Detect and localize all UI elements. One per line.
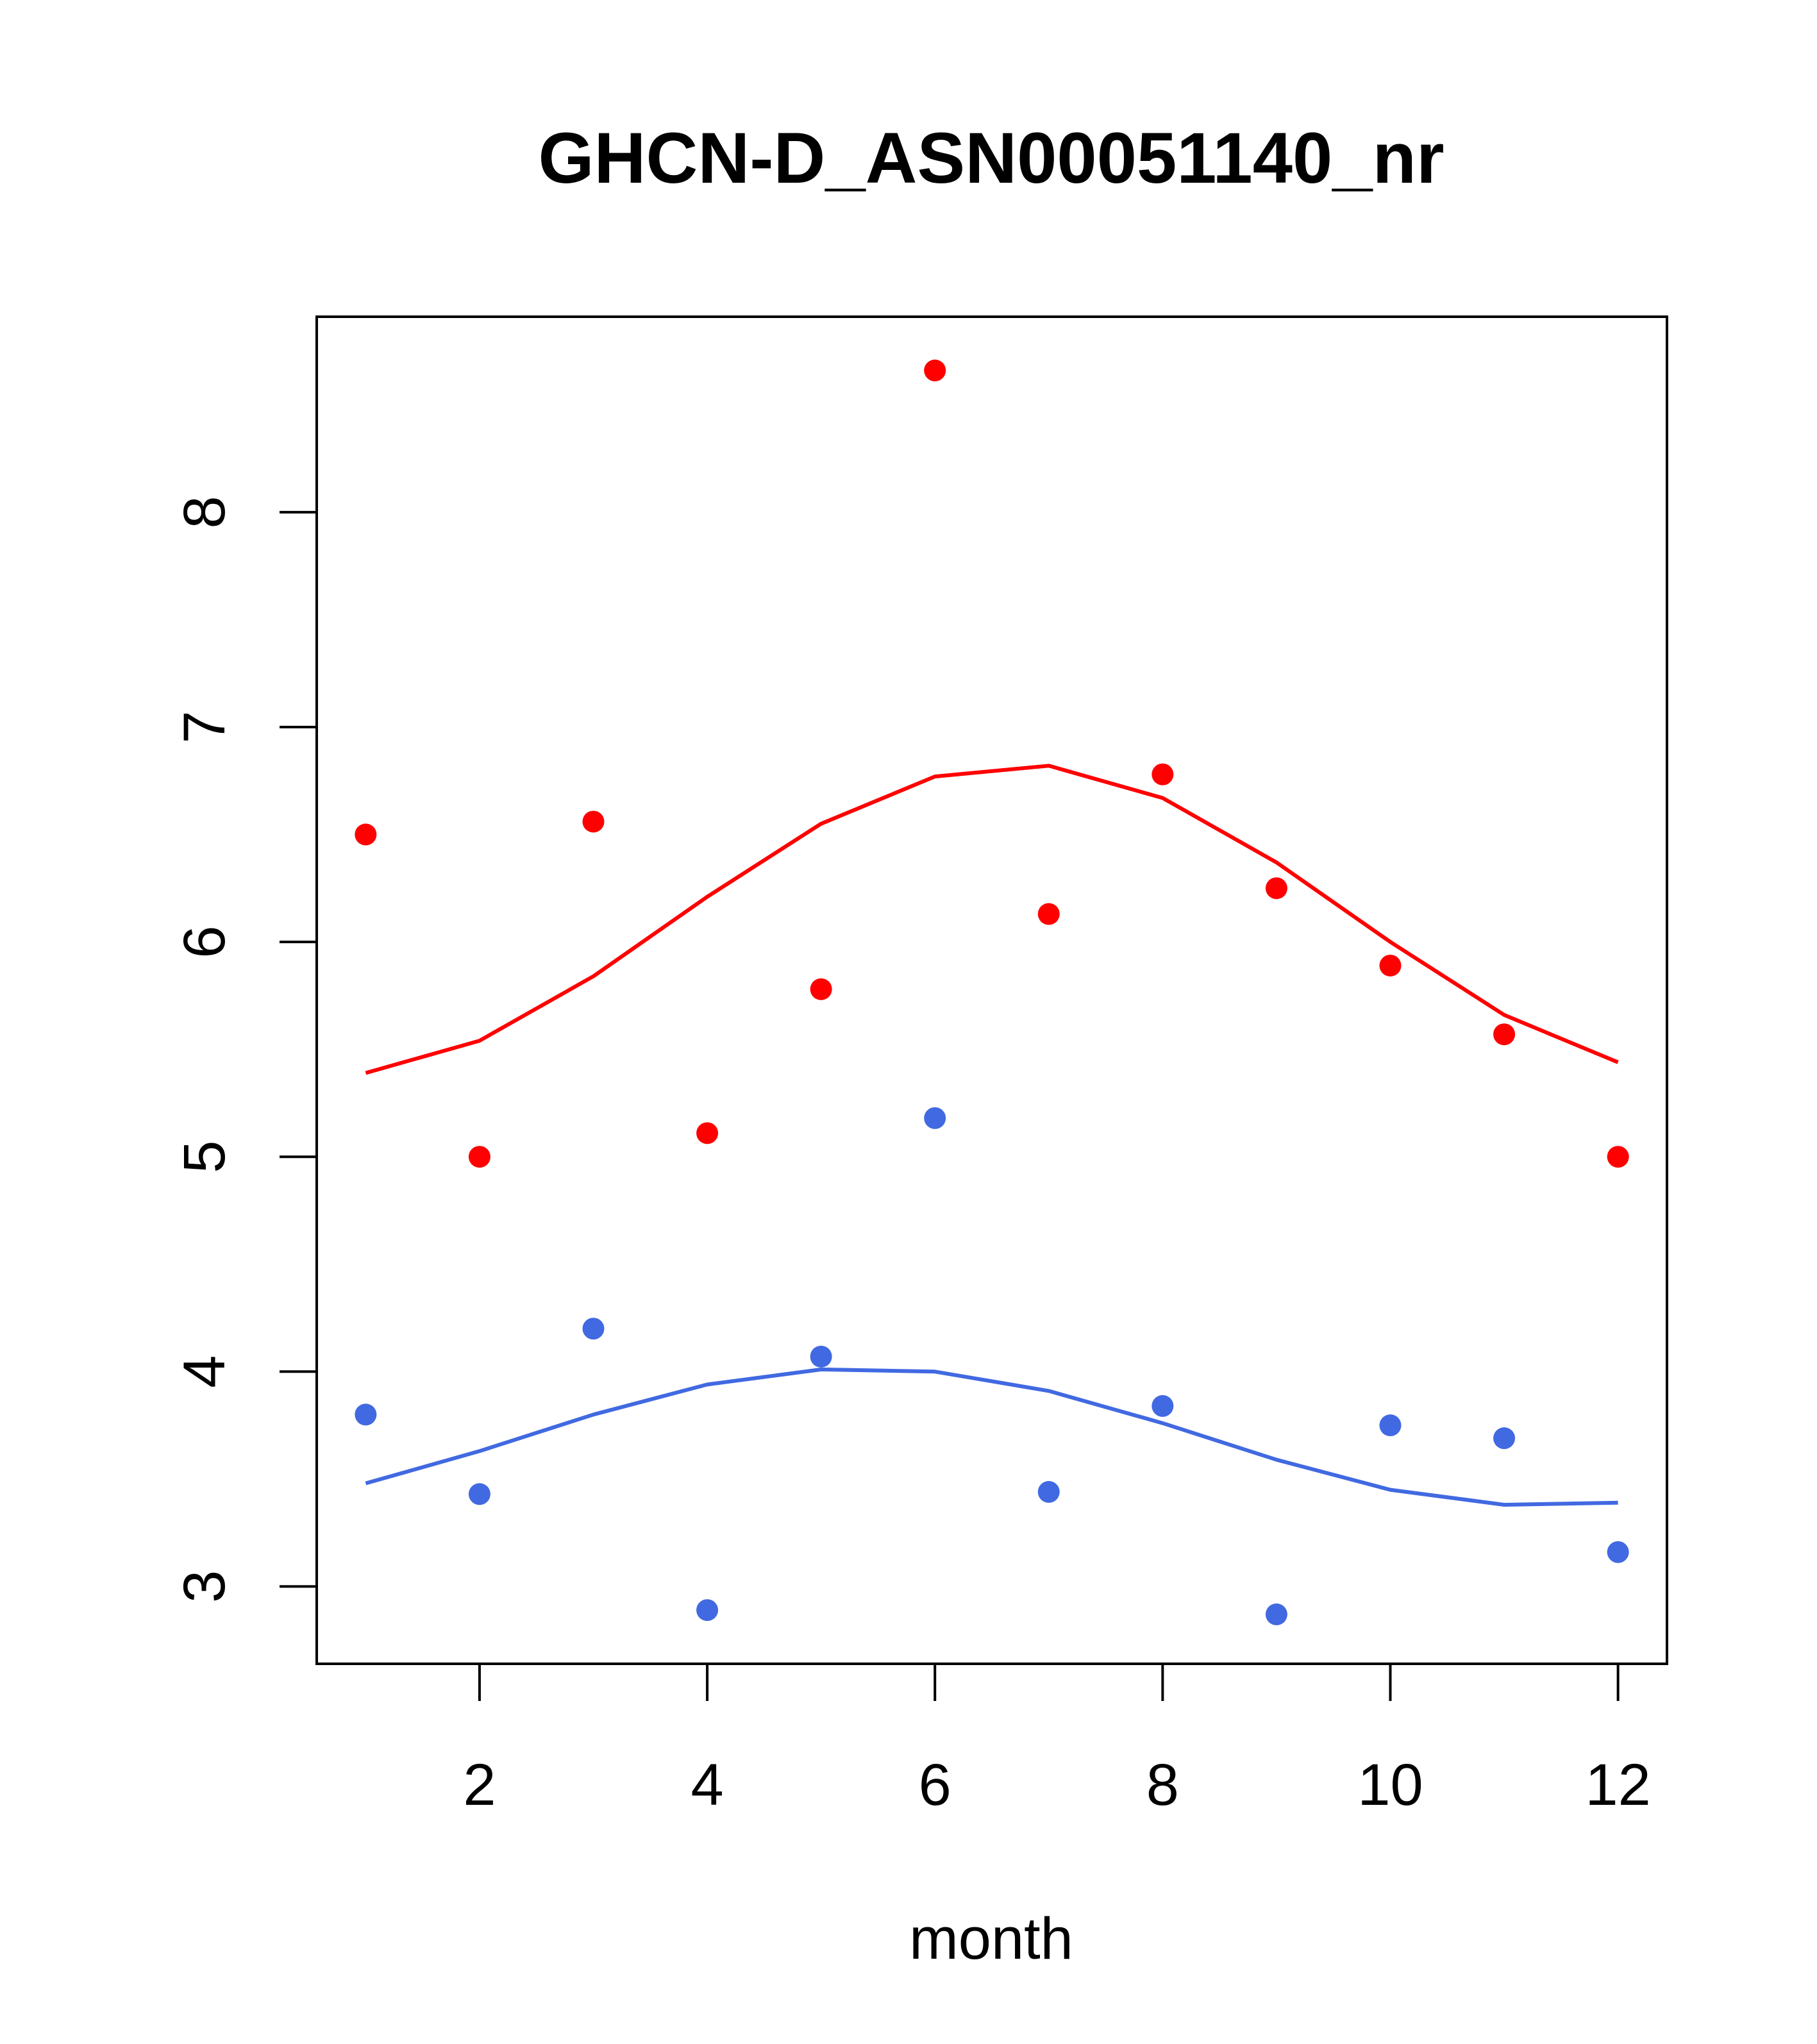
series-1-point	[810, 978, 832, 1000]
series-2-point	[1607, 1541, 1629, 1563]
x-tick-label: 12	[1585, 1752, 1650, 1818]
series-1-point	[1493, 1023, 1516, 1046]
series-2-point	[355, 1403, 377, 1426]
series-1-point	[582, 810, 605, 833]
series-1-point	[468, 1146, 490, 1168]
series-1-point	[1037, 903, 1060, 925]
series-1-point	[355, 823, 377, 846]
x-tick-label: 4	[691, 1752, 723, 1818]
x-tick-label: 2	[463, 1752, 496, 1818]
series-2-point	[582, 1318, 605, 1340]
y-tick-label: 3	[172, 1570, 237, 1603]
series-2-point	[924, 1107, 946, 1129]
series-2-point	[1379, 1414, 1402, 1437]
series-1-point	[1265, 877, 1287, 900]
plot-area	[355, 359, 1629, 1625]
series-1-point	[924, 359, 946, 381]
y-tick-label: 8	[172, 496, 237, 528]
x-axis-label: month	[909, 1906, 1073, 1972]
y-tick-label: 7	[172, 710, 237, 743]
y-axis: 3 4 5 6 7 8	[172, 496, 318, 1603]
series-2-line	[365, 1367, 1618, 1507]
x-tick-label: 6	[919, 1752, 951, 1818]
series-2-point	[1151, 1395, 1174, 1417]
series-2-point	[1265, 1603, 1287, 1625]
y-tick-label: 5	[172, 1141, 237, 1173]
series-1-point	[1151, 763, 1174, 785]
y-tick-label: 4	[172, 1355, 237, 1388]
x-tick-label: 8	[1146, 1752, 1179, 1818]
y-tick-label: 6	[172, 926, 237, 959]
series-2-point	[1493, 1427, 1516, 1450]
series-1-point	[1379, 954, 1402, 976]
series-2-point	[1037, 1480, 1060, 1503]
series-1-point	[696, 1122, 719, 1144]
series-1-line	[365, 764, 1619, 1075]
series-2-point	[696, 1599, 719, 1621]
chart-title: GHCN-D_ASN00051140_nr	[538, 118, 1444, 198]
series-1-point	[1607, 1146, 1629, 1168]
x-axis: 2 4 6 8 10 12	[463, 1663, 1651, 1818]
series-2-point	[468, 1483, 490, 1505]
x-tick-label: 10	[1357, 1752, 1423, 1818]
series-2-point	[810, 1345, 832, 1368]
